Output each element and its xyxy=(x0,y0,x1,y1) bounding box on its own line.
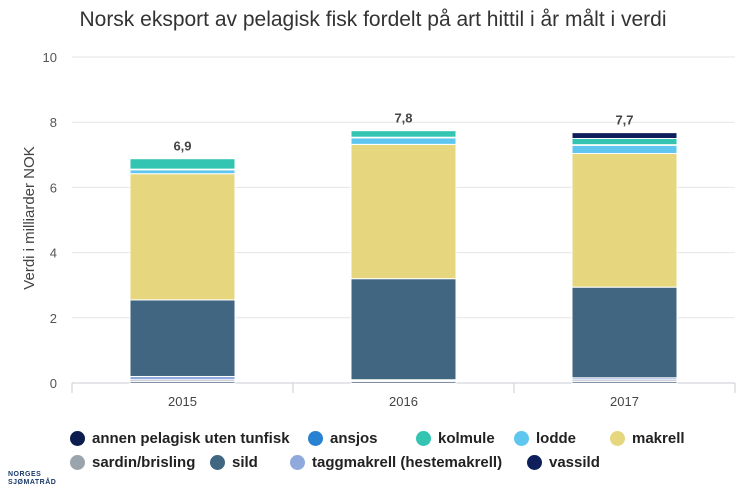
bar-segment-makrell-2016[interactable] xyxy=(350,143,457,280)
x-tick-label-2017: 2017 xyxy=(610,394,639,409)
bar-segment-kolmule-2015[interactable] xyxy=(129,158,236,170)
bar-segment-sild-2017[interactable] xyxy=(571,286,678,379)
bar-segment-makrell-2015[interactable] xyxy=(129,173,236,301)
chart-title: Norsk eksport av pelagisk fisk fordelt p… xyxy=(79,8,667,31)
total-labels: 6,9 7,8 7,7 xyxy=(173,111,633,154)
legend-item-lodde[interactable]: lodde xyxy=(514,430,576,447)
bar-segment-lodde-2017[interactable] xyxy=(571,144,678,154)
legend-label: vassild xyxy=(549,454,600,471)
bars xyxy=(129,130,678,384)
y-tick-label: 10 xyxy=(43,50,57,65)
y-tick-label: 0 xyxy=(50,376,57,391)
legend-item-taggmakrell-hestemakrell-[interactable]: taggmakrell (hestemakrell) xyxy=(290,454,502,471)
legend-label: sardin/brisling xyxy=(92,454,196,471)
bar-segment-sild-2016[interactable] xyxy=(350,278,457,381)
legend-label: lodde xyxy=(536,430,576,447)
bar-segment-makrell-2017[interactable] xyxy=(571,152,678,288)
y-tick-label: 8 xyxy=(50,115,57,130)
bar-segment-sild-2015[interactable] xyxy=(129,299,236,377)
legend-swatch xyxy=(70,431,85,446)
legend-label: kolmule xyxy=(438,430,495,447)
legend-item-vassild[interactable]: vassild xyxy=(527,454,600,471)
logo-line1: NORGES xyxy=(8,471,42,478)
bar-segment-lodde-2015[interactable] xyxy=(129,169,236,175)
legend-swatch xyxy=(527,455,542,470)
legend-item-makrell[interactable]: makrell xyxy=(610,430,685,447)
legend-item-sild[interactable]: sild xyxy=(210,454,258,471)
y-tick-label: 6 xyxy=(50,180,57,195)
legend-label: taggmakrell (hestemakrell) xyxy=(312,454,503,471)
legend-item-ansjos[interactable]: ansjos xyxy=(308,430,378,447)
y-axis: 0 2 4 6 8 10 xyxy=(43,50,57,391)
legend-swatch xyxy=(514,431,529,446)
total-label-2015: 6,9 xyxy=(173,139,191,154)
bar-segment-lodde-2016[interactable] xyxy=(350,137,457,145)
legend-swatch xyxy=(210,455,225,470)
legend-swatch xyxy=(290,455,305,470)
legend-label: makrell xyxy=(632,430,685,447)
bar-segment-kolmule-2017[interactable] xyxy=(571,138,678,146)
y-axis-label: Verdi i milliarder NOK xyxy=(21,146,38,289)
y-tick-label: 2 xyxy=(50,311,57,326)
total-label-2017: 7,7 xyxy=(615,113,633,128)
legend-swatch xyxy=(416,431,431,446)
legend-item-annen-pelagisk-uten-tunfisk[interactable]: annen pelagisk uten tunfisk xyxy=(70,430,290,447)
bar-segment-vassild-2017[interactable] xyxy=(571,132,678,140)
legend-label: annen pelagisk uten tunfisk xyxy=(92,430,290,447)
logo-line2: SJØMATRÅD xyxy=(8,479,57,486)
y-tick-label: 4 xyxy=(50,246,57,261)
x-axis: 2015 2016 2017 xyxy=(71,383,736,409)
norges-sjomatrad-logo: NORGES SJØMATRÅD xyxy=(8,471,56,487)
legend-swatch xyxy=(70,455,85,470)
bar-segment-kolmule-2016[interactable] xyxy=(350,130,457,138)
legend-item-sardin-brisling[interactable]: sardin/brisling xyxy=(70,454,195,471)
legend-label: sild xyxy=(232,454,258,471)
legend-item-kolmule[interactable]: kolmule xyxy=(416,430,495,447)
legend-label: ansjos xyxy=(330,430,378,447)
x-tick-label-2015: 2015 xyxy=(168,394,197,409)
x-tick-label-2016: 2016 xyxy=(389,394,418,409)
legend-swatch xyxy=(610,431,625,446)
total-label-2016: 7,8 xyxy=(394,111,412,126)
legend-swatch xyxy=(308,431,323,446)
